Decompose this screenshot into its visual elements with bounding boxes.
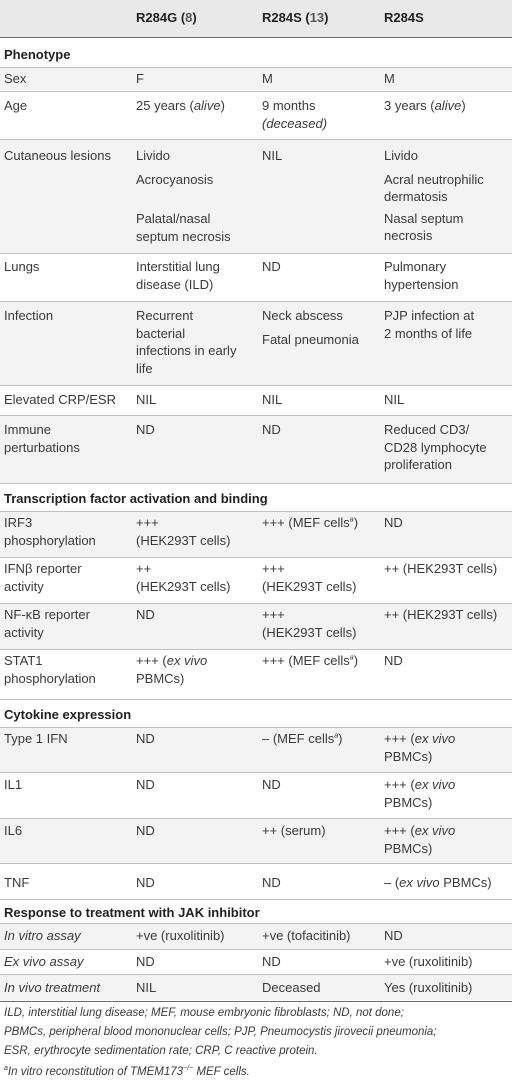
cell-stat1-r284s: ND <box>384 653 403 668</box>
cell-irf3-r284s: ND <box>384 515 403 530</box>
table-row <box>0 924 512 949</box>
row-label-immune: Immune perturbations <box>4 422 80 455</box>
cell-stat1-r284g: +++ (ex vivo PBMCs) <box>136 653 208 686</box>
row-label-invitro: In vitro assay <box>4 928 81 943</box>
table-row <box>0 728 512 772</box>
cell-ifnb-r284s: ++ (HEK293T cells) <box>384 561 498 576</box>
cell-immune-r284s13: ND <box>262 422 281 437</box>
row-label-invivo: In vivo treatment <box>4 980 101 995</box>
cell-crp-r284s13: NIL <box>262 392 283 407</box>
cell-irf3-r284g: +++ (HEK293T cells) <box>136 515 231 548</box>
cell-ifn1-r284g: ND <box>136 731 155 746</box>
cell-irf3-r284s13: +++ (MEF cellsa) <box>262 515 359 530</box>
row-label-age: Age <box>4 98 28 113</box>
cell-ifn1-r284s13: – (MEF cellsa) <box>262 731 343 746</box>
row-label-stat1: STAT1 phosphorylation <box>4 653 96 686</box>
table-row <box>0 302 512 385</box>
cell-age-r284g: 25 years (alive) <box>136 98 225 113</box>
cell-cutaneous-r284g: Livido Acrocyanosis Palatal/nasal septum… <box>136 148 231 244</box>
section-transcription: Transcription factor activation and bind… <box>4 491 268 506</box>
header-col-r284s-13: R284S (13) <box>262 10 329 25</box>
row-label-infection: Infection <box>4 308 54 323</box>
row-label-irf3: IRF3 phosphorylation <box>4 515 96 548</box>
cell-immune-r284g: ND <box>136 422 155 437</box>
cell-immune-r284s: Reduced CD3/ CD28 lymphocyte proliferati… <box>384 422 487 472</box>
row-label-cutaneous: Cutaneous lesions <box>4 148 111 163</box>
cell-crp-r284g: NIL <box>136 392 157 407</box>
cell-sex-r284s: M <box>384 71 395 86</box>
cell-invitro-r284g: +ve (ruxolitinib) <box>136 928 225 943</box>
section-phenotype: Phenotype <box>4 47 71 62</box>
cell-il6-r284s: +++ (ex vivo PBMCs) <box>384 823 456 856</box>
cell-lungs-r284s13: ND <box>262 259 281 274</box>
row-label-nfkb: NF-κB reporter activity <box>4 607 90 640</box>
table-row <box>0 68 512 90</box>
cell-sex-r284g: F <box>136 71 144 86</box>
cell-infection-r284s: PJP infection at 2 months of life <box>384 308 475 341</box>
table-header <box>0 0 512 37</box>
cell-tnf-r284s13: ND <box>262 875 281 890</box>
row-label-crp: Elevated CRP/ESR <box>4 392 116 407</box>
table-row <box>0 604 512 649</box>
row-label-exvivo: Ex vivo assay <box>4 954 84 969</box>
cell-nfkb-r284g: ND <box>136 607 155 622</box>
table-row <box>0 819 512 863</box>
footnote-abbreviations: ILD, interstitial lung disease; MEF, mou… <box>4 1007 437 1057</box>
table-row <box>0 416 512 483</box>
cell-il1-r284g: ND <box>136 777 155 792</box>
table-row <box>0 975 512 1000</box>
cell-invitro-r284s13: +ve (tofacitinib) <box>262 928 351 943</box>
cell-stat1-r284s13: +++ (MEF cellsa) <box>262 653 359 668</box>
cell-invitro-r284s: ND <box>384 928 403 943</box>
cell-ifn1-r284s: +++ (ex vivo PBMCs) <box>384 731 456 764</box>
cell-age-r284s13: 9 months (deceased) <box>262 98 328 131</box>
row-label-lungs: Lungs <box>4 259 40 274</box>
header-col-r284s: R284S <box>384 10 424 25</box>
cell-invivo-r284s13: Deceased <box>262 980 321 995</box>
cell-invivo-r284g: NIL <box>136 980 157 995</box>
row-label-ifn1: Type 1 IFN <box>4 731 68 746</box>
cell-lungs-r284s: Pulmonary hypertension <box>384 259 459 292</box>
cell-nfkb-r284s13: +++ (HEK293T cells) <box>262 607 357 640</box>
footnote-a: aIn vitro reconstitution of TMEM173−/− M… <box>4 1065 250 1078</box>
cell-ifnb-r284s13: +++ (HEK293T cells) <box>262 561 357 594</box>
cell-il6-r284g: ND <box>136 823 155 838</box>
cell-nfkb-r284s: ++ (HEK293T cells) <box>384 607 498 622</box>
cell-il1-r284s: +++ (ex vivo PBMCs) <box>384 777 456 810</box>
row-label-sex: Sex <box>4 71 27 86</box>
row-label-ifnb: IFNβ reporter activity <box>4 561 82 594</box>
cell-cutaneous-r284s: Livido Acral neutrophilic dermatosis Nas… <box>384 148 484 243</box>
cell-infection-r284g: Recurrent bacterial infections in early … <box>136 308 237 376</box>
row-label-il6: IL6 <box>4 823 23 838</box>
section-jak: Response to treatment with JAK inhibitor <box>4 905 260 920</box>
cell-tnf-r284s: – (ex vivo PBMCs) <box>384 875 492 890</box>
cell-infection-r284s13: Neck abscess Fatal pneumonia <box>262 308 359 347</box>
table-row <box>0 140 512 253</box>
table-row <box>0 512 512 557</box>
cell-sex-r284s13: M <box>262 71 273 86</box>
cell-il6-r284s13: ++ (serum) <box>262 823 326 838</box>
cell-exvivo-r284s13: ND <box>262 954 281 969</box>
row-label-tnf: TNF <box>4 875 30 890</box>
cell-il1-r284s13: ND <box>262 777 281 792</box>
cell-exvivo-r284g: ND <box>136 954 155 969</box>
header-col-r284g: R284G (8) <box>136 10 197 25</box>
cell-cutaneous-r284s13: NIL <box>262 148 283 163</box>
section-cytokine: Cytokine expression <box>4 707 132 722</box>
cell-exvivo-r284s: +ve (ruxolitinib) <box>384 954 473 969</box>
cell-invivo-r284s: Yes (ruxolitinib) <box>384 980 473 995</box>
cell-crp-r284s: NIL <box>384 392 405 407</box>
cell-age-r284s: 3 years (alive) <box>384 98 466 113</box>
cell-ifnb-r284g: ++ (HEK293T cells) <box>136 561 231 594</box>
cell-tnf-r284g: ND <box>136 875 155 890</box>
row-label-il1: IL1 <box>4 777 23 792</box>
cell-lungs-r284g: Interstitial lung disease (ILD) <box>136 259 220 292</box>
